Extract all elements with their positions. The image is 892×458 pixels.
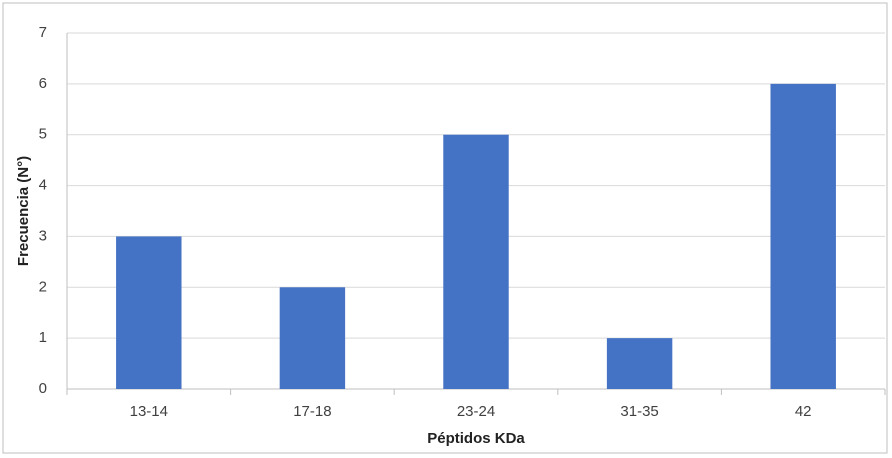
bar xyxy=(606,338,673,389)
bar xyxy=(443,134,509,389)
y-tick-label: 0 xyxy=(39,380,47,397)
bar xyxy=(279,287,346,389)
bar xyxy=(116,236,182,389)
x-axis-title: Péptidos KDa xyxy=(427,430,525,447)
x-tick-label: 13-14 xyxy=(130,403,168,420)
y-tick-label: 7 xyxy=(39,24,47,41)
x-tick-label: 17-18 xyxy=(293,403,331,420)
y-tick-label: 6 xyxy=(39,75,47,92)
x-tick-label: 42 xyxy=(795,403,812,420)
y-tick-label: 3 xyxy=(39,227,47,244)
x-tick-label: 23-24 xyxy=(457,403,495,420)
x-tick-label: 31-35 xyxy=(620,403,658,420)
y-tick-label: 1 xyxy=(39,329,47,346)
y-tick-label: 4 xyxy=(39,177,47,194)
y-axis-title: Frecuencia (N°) xyxy=(15,156,32,266)
bar xyxy=(770,83,836,389)
y-tick-label: 2 xyxy=(39,278,47,295)
y-tick-label: 5 xyxy=(39,126,47,143)
